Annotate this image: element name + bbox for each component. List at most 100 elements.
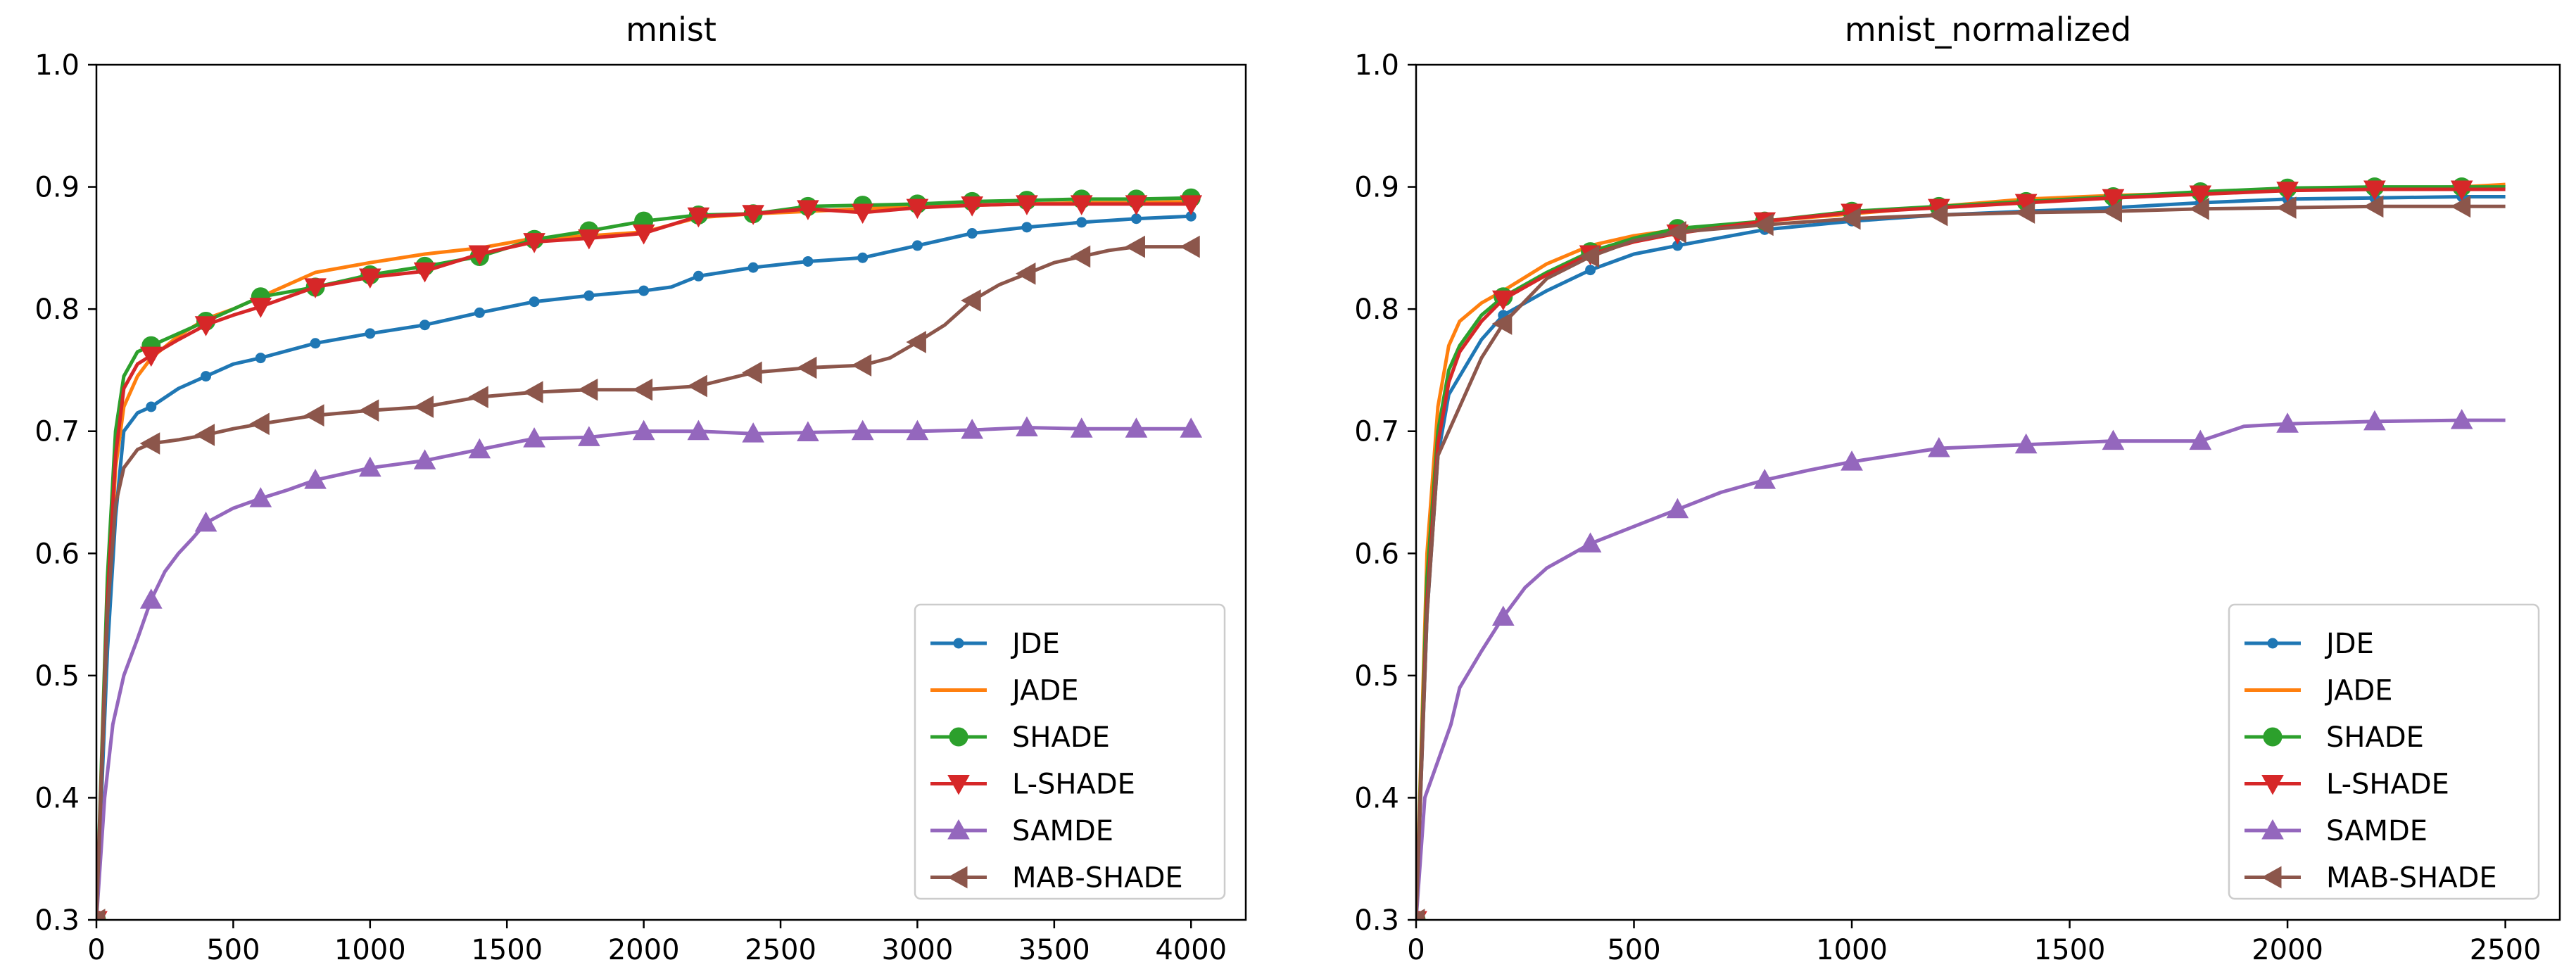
series-jde-point-12 xyxy=(747,262,759,273)
series-jde xyxy=(96,210,1197,920)
series-mab-shade-point-3 xyxy=(1666,220,1686,244)
series-mab-shade-point-5 xyxy=(358,399,379,422)
series-samde-point-20 xyxy=(1180,417,1203,438)
series-l-shade-point-5 xyxy=(358,268,381,289)
series-l-shade xyxy=(96,195,1203,920)
legend-mab-shade: MAB-SHADE xyxy=(2244,862,2497,895)
series-mab-shade-point-1 xyxy=(139,432,160,455)
y-tick-label: 0.6 xyxy=(34,538,80,570)
series-mab-shade-point-10 xyxy=(632,378,653,401)
x-tick-label: 1000 xyxy=(1816,934,1888,966)
series-mab-shade-point-8 xyxy=(523,381,543,404)
series-l-shade-point-16 xyxy=(961,196,984,217)
series-samde-point-10 xyxy=(632,419,655,441)
series-l-shade-point-4 xyxy=(304,278,327,298)
series-l-shade-point-11 xyxy=(2363,180,2386,201)
series-l-shade-point-13 xyxy=(797,200,819,220)
series-samde-point-5 xyxy=(358,456,381,477)
series-mab-shade-point-4 xyxy=(1753,213,1774,236)
series-jde-point-7 xyxy=(474,307,485,318)
y-tick-label: 0.9 xyxy=(34,172,80,204)
series-mab-shade-point-2 xyxy=(194,424,215,446)
series-mab-shade-point-11 xyxy=(687,374,707,398)
series-l-shade-point-8 xyxy=(523,233,545,253)
series-samde-point-7 xyxy=(2014,433,2038,454)
plot-frame xyxy=(95,63,1247,921)
legend-samde-label: SAMDE xyxy=(2326,815,2427,847)
y-tick-label: 0.6 xyxy=(1354,538,1399,570)
series-jde-point-13 xyxy=(802,255,814,267)
axes: 0 500 1000 1500 2000 2500 3000 3500 4000 0.3 0.4 0.… xyxy=(34,49,1227,966)
legend-mab-shade: MAB-SHADE xyxy=(930,862,1183,895)
series-samde-point-12 xyxy=(2450,409,2473,429)
series-samde-point-5 xyxy=(1841,450,1863,471)
legend: JDE JADE SHADE L-SHADE SAMDE MAB-SHADE xyxy=(2228,603,2540,900)
series-jde-point-5 xyxy=(365,328,376,339)
x-tick-label: 4000 xyxy=(1155,934,1227,966)
axes: 0 500 1000 1500 2000 2500 0.3 0.4 0.5 0.6 0.7 0.8 0.… xyxy=(1354,49,2541,966)
series-mab-shade-point-17 xyxy=(1015,262,1036,285)
legend-samde-label: SAMDE xyxy=(1012,815,1113,847)
plot-area xyxy=(1416,177,2506,920)
series-l-shade-point-3 xyxy=(249,298,272,318)
series-l-shade-point-2 xyxy=(194,316,217,336)
series-mab-shade-point-9 xyxy=(2189,197,2209,220)
series-mab-shade-point-2 xyxy=(1579,245,1600,268)
series-samde-point-13 xyxy=(797,421,819,441)
y-tick-label: 0.3 xyxy=(1354,904,1399,937)
legend-jade: JADE xyxy=(2244,675,2393,707)
legend-jde: JDE xyxy=(930,628,1060,660)
legend-box xyxy=(914,603,1226,900)
x-tick-label: 500 xyxy=(206,934,260,966)
series-samde-point-9 xyxy=(578,426,600,446)
y-tick-label: 0.7 xyxy=(1354,416,1399,448)
series-mab-shade xyxy=(96,235,1200,920)
series-mab-shade-point-5 xyxy=(1841,207,1861,230)
series-jde-point-11 xyxy=(693,270,704,282)
legend-shade-label: SHADE xyxy=(2326,721,2424,754)
y-tick-label: 0.9 xyxy=(1354,172,1399,204)
series-l-shade-point-1 xyxy=(1491,290,1515,311)
y-tick-label: 0.4 xyxy=(34,782,80,814)
series-l-shade-point-10 xyxy=(632,225,655,245)
y-tick-label: 0.8 xyxy=(1354,293,1399,326)
x-tick-label: 2000 xyxy=(2252,934,2323,966)
y-tick-label: 0.5 xyxy=(1354,660,1399,693)
x-tick-label: 2000 xyxy=(608,934,680,966)
legend-shade-label: SHADE xyxy=(1012,721,1110,754)
chart-title: mnist_normalized xyxy=(1845,11,2131,49)
series-mab-shade-point-11 xyxy=(2363,195,2384,218)
series-jde-point-9 xyxy=(583,290,595,301)
legend-shade: SHADE xyxy=(930,721,1110,754)
legend-l-shade-label: L-SHADE xyxy=(1012,769,1135,801)
legend-jade-label: JADE xyxy=(1010,675,1079,707)
series-samde-point-3 xyxy=(249,487,272,507)
legend-samde-marker-point-0 xyxy=(947,819,970,840)
series-jde-point-17 xyxy=(1021,222,1033,233)
y-tick-label: 0.4 xyxy=(1354,782,1399,814)
series-jde-point-1 xyxy=(146,401,157,412)
x-tick-label: 1500 xyxy=(2034,934,2106,966)
series-samde-point-6 xyxy=(1928,436,1950,457)
series-l-shade-point-20 xyxy=(1180,195,1203,215)
series-jde-line xyxy=(96,214,1192,920)
series-mab-shade-point-0 xyxy=(1416,909,1425,920)
series-jde-point-15 xyxy=(911,240,923,251)
series-mab-shade-point-8 xyxy=(2102,200,2122,223)
series-mab-shade-point-1 xyxy=(1491,312,1513,335)
legend-l-shade: L-SHADE xyxy=(2244,769,2449,801)
series-l-shade-point-10 xyxy=(2276,182,2299,202)
plot-frame xyxy=(1415,63,2561,921)
legend-jde-label: JDE xyxy=(2324,628,2374,660)
legend-samde: SAMDE xyxy=(2244,815,2427,847)
series-l-shade-point-1 xyxy=(139,346,163,367)
series-mab-shade-point-4 xyxy=(304,404,324,427)
series-jde-point-10 xyxy=(638,285,650,296)
series-jde-point-4 xyxy=(310,338,321,349)
legend-shade: SHADE xyxy=(2244,721,2424,754)
x-tick-label: 0 xyxy=(1407,934,1425,966)
series-samde-point-17 xyxy=(1016,416,1038,437)
series-mab-shade-point-15 xyxy=(906,331,926,353)
y-tick-label: 0.8 xyxy=(34,293,80,326)
series-mab-shade-point-10 xyxy=(2276,196,2297,219)
